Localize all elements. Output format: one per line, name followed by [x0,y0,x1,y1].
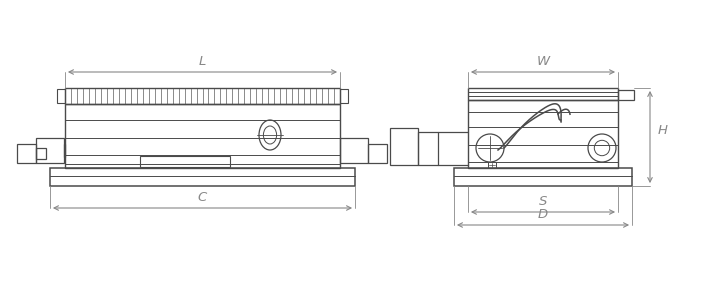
Bar [418,132,438,165]
Bar [65,104,340,168]
Bar [36,138,64,163]
Text: L: L [199,55,206,68]
Bar [618,90,634,100]
Bar [65,88,340,104]
Bar [468,88,618,100]
Bar [368,144,387,163]
Bar [468,100,618,168]
Bar [50,168,355,186]
Bar [454,168,632,186]
Bar [340,89,348,103]
Text: D: D [538,208,548,221]
Text: H: H [658,124,668,137]
Text: C: C [198,191,207,204]
Text: S: S [539,195,547,208]
Bar [17,144,36,163]
Bar [57,89,65,103]
Bar [340,138,368,163]
Bar [36,148,46,159]
Bar [64,144,65,157]
Text: W: W [536,55,549,68]
Bar [390,128,418,165]
Bar [140,156,230,167]
Bar [488,162,496,168]
